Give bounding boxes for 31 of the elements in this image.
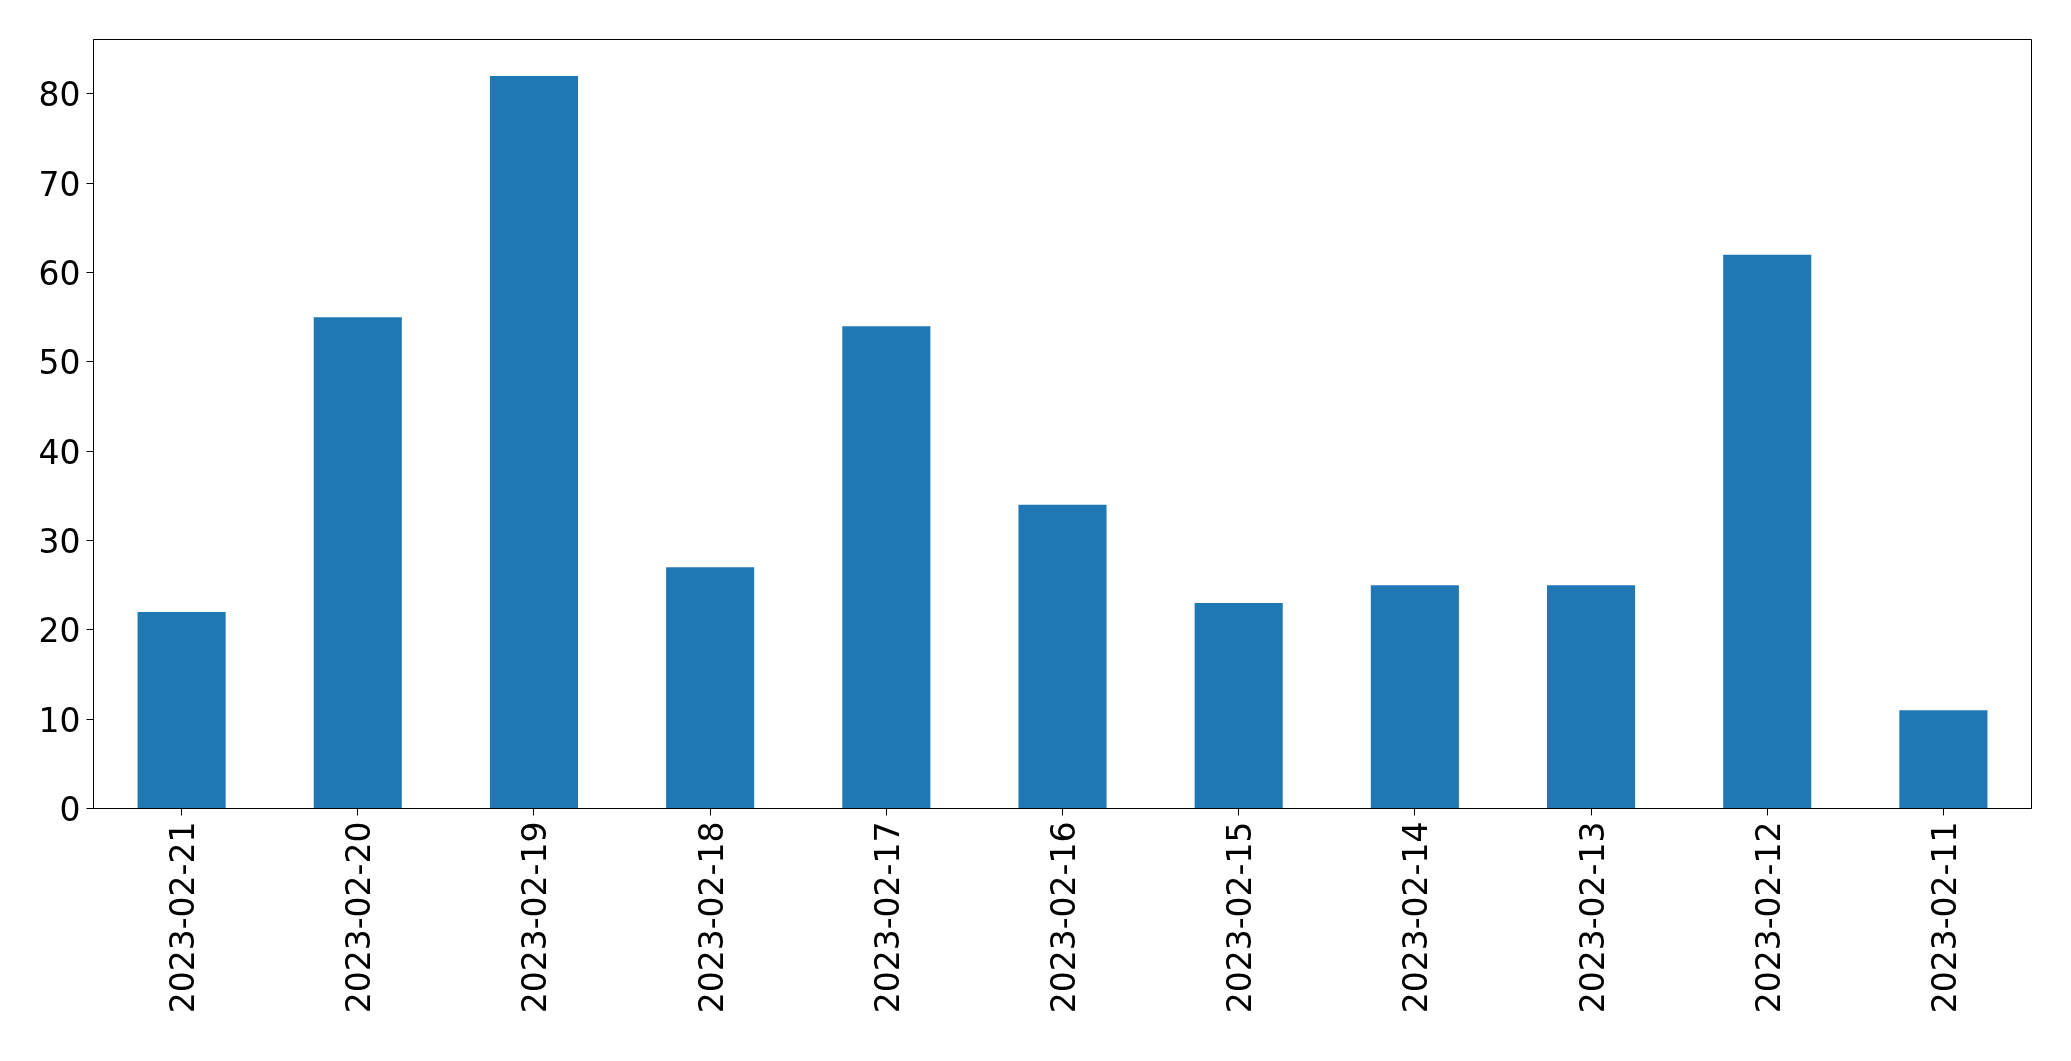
x-tick-label: 2023-02-11 [1924, 821, 1964, 1014]
bar [313, 317, 402, 809]
x-tick-label: 2023-02-21 [163, 821, 203, 1014]
x-tick-label: 2023-02-16 [1044, 821, 1083, 1014]
y-tick-label: 50 [38, 343, 81, 383]
y-tick-label: 80 [38, 75, 81, 115]
y-tick-label: 10 [38, 700, 81, 740]
bar [1018, 504, 1107, 809]
bar [137, 612, 226, 809]
x-tick-label: 2023-02-14 [1396, 821, 1436, 1014]
x-tick-label: 2023-02-15 [1220, 821, 1260, 1014]
y-tick-label: 20 [38, 611, 81, 651]
x-tick-label: 2023-02-19 [515, 821, 555, 1014]
x-tick-label: 2023-02-13 [1572, 821, 1612, 1014]
bar [666, 567, 755, 809]
y-tick-label: 30 [38, 522, 81, 562]
bar [1547, 585, 1636, 809]
bar [489, 76, 578, 809]
bar [1194, 603, 1283, 809]
x-tick-label: 2023-02-18 [691, 821, 731, 1014]
x-tick-label: 2023-02-12 [1748, 821, 1788, 1014]
x-tick-label: 2023-02-17 [867, 821, 907, 1014]
y-tick-label: 70 [38, 164, 81, 204]
y-tick-label: 60 [38, 254, 81, 294]
bar [1370, 585, 1459, 809]
bar [842, 326, 931, 809]
bar [1899, 710, 1988, 809]
x-tick-label: 2023-02-20 [339, 821, 379, 1014]
bar [1723, 254, 1812, 809]
y-tick-label: 40 [38, 432, 81, 472]
y-tick-label: 0 [59, 790, 81, 829]
